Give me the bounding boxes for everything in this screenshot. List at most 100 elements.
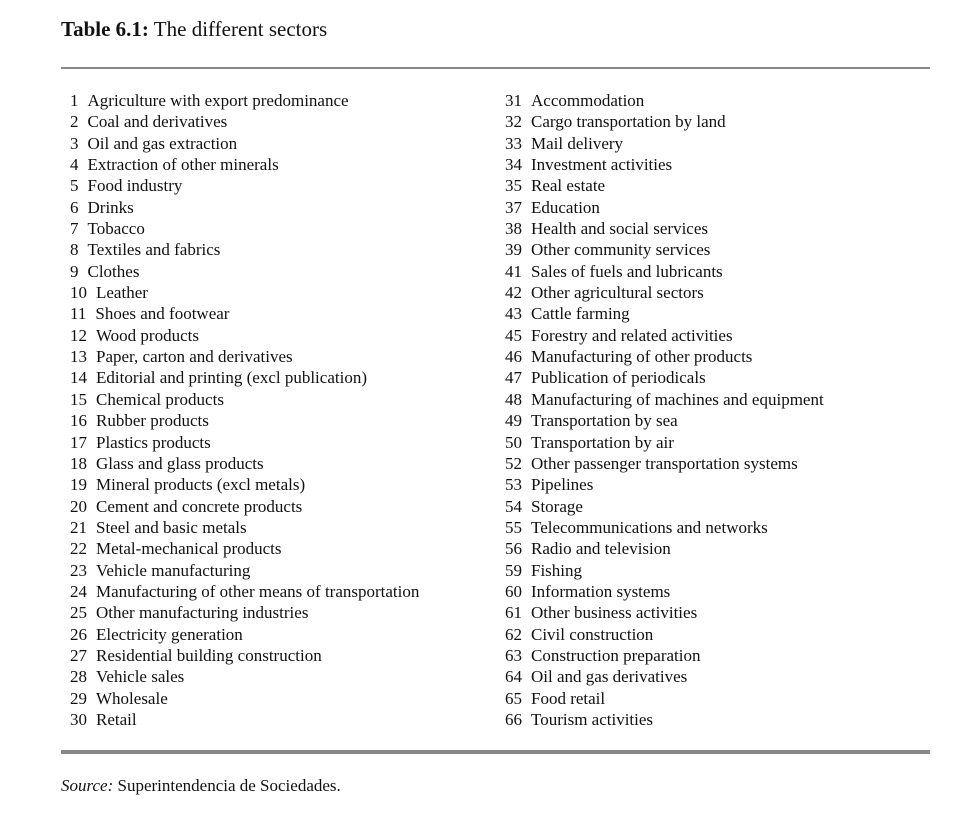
sector-number: 9 [70, 261, 79, 281]
sector-name: Vehicle manufacturing [96, 560, 251, 580]
sector-number: 43 [505, 304, 522, 324]
sector-number: 38 [505, 219, 522, 239]
sector-row: 31 Accommodation [505, 90, 824, 111]
sector-row: 6 Drinks [70, 197, 419, 218]
sector-name: Shoes and footwear [95, 304, 230, 324]
sector-name: Electricity generation [96, 624, 243, 644]
sector-row: 3 Oil and gas extraction [70, 133, 419, 154]
sector-name: Forestry and related activities [531, 325, 733, 345]
sector-name: Oil and gas derivatives [531, 667, 688, 687]
table-caption: Table 6.1: The different sectors [61, 17, 327, 42]
sector-row: 4 Extraction of other minerals [70, 154, 419, 175]
sector-number: 35 [505, 176, 522, 196]
sector-name: Residential building construction [96, 645, 322, 665]
sector-number: 48 [505, 389, 522, 409]
sector-name: Fishing [531, 560, 583, 580]
sector-name: Transportation by sea [531, 411, 678, 431]
sector-number: 8 [70, 240, 79, 260]
sector-name: Radio and television [531, 539, 671, 559]
sector-row: 63 Construction preparation [505, 645, 824, 666]
sector-row: 14 Editorial and printing (excl publicati… [70, 367, 419, 388]
sector-row: 65 Food retail [505, 688, 824, 709]
sector-number: 32 [505, 112, 522, 132]
sector-name: Editorial and printing (excl publication… [96, 368, 367, 388]
sector-name: Steel and basic metals [96, 517, 247, 537]
sector-name: Drinks [87, 197, 134, 217]
sector-number: 21 [70, 517, 87, 537]
sector-number: 64 [505, 667, 522, 687]
sector-row: 5 Food industry [70, 175, 419, 196]
sector-row: 56 Radio and television [505, 538, 824, 559]
sector-name: Other manufacturing industries [96, 603, 309, 623]
sector-row: 43 Cattle farming [505, 303, 824, 324]
sector-row: 64 Oil and gas derivatives [505, 666, 824, 687]
sector-number: 1 [70, 91, 79, 110]
sector-name: Plastics products [96, 432, 211, 452]
sector-name: Education [531, 197, 600, 217]
sector-row: 55 Telecommunications and networks [505, 517, 824, 538]
sector-number: 45 [505, 325, 522, 345]
sector-number: 26 [70, 624, 87, 644]
sector-row: 62 Civil construction [505, 624, 824, 645]
sector-name: Wholesale [96, 688, 168, 708]
sector-row: 24 Manufacturing of other means of transp… [70, 581, 419, 602]
sector-number: 23 [70, 560, 87, 580]
sector-number: 31 [505, 91, 522, 110]
sector-row: 18 Glass and glass products [70, 453, 419, 474]
sector-name: Rubber products [96, 411, 209, 431]
sector-number: 25 [70, 603, 87, 623]
sector-row: 8 Textiles and fabrics [70, 239, 419, 260]
sector-row: 42 Other agricultural sectors [505, 282, 824, 303]
sector-number: 50 [505, 432, 522, 452]
sector-row: 54 Storage [505, 496, 824, 517]
sector-row: 52 Other passenger transportation systems [505, 453, 824, 474]
sector-number: 11 [70, 304, 87, 324]
sector-row: 2 Coal and derivatives [70, 111, 419, 132]
sector-name: Oil and gas extraction [87, 133, 238, 153]
sector-row: 27 Residential building construction [70, 645, 419, 666]
sector-number: 16 [70, 411, 87, 431]
sector-number: 59 [505, 560, 522, 580]
sector-row: 7 Tobacco [70, 218, 419, 239]
sector-number: 33 [505, 133, 522, 153]
sector-name: Other agricultural sectors [531, 283, 704, 303]
sector-row: 12 Wood products [70, 325, 419, 346]
sector-name: Wood products [96, 325, 199, 345]
sector-number: 62 [505, 624, 522, 644]
sector-name: Health and social services [531, 219, 709, 239]
sector-number: 28 [70, 667, 87, 687]
sector-number: 17 [70, 432, 87, 452]
sector-row: 22 Metal-mechanical products [70, 538, 419, 559]
sector-name: Accommodation [531, 91, 645, 110]
table-label: Table 6.1: [61, 17, 149, 41]
sector-number: 19 [70, 475, 87, 495]
sector-row: 53 Pipelines [505, 474, 824, 495]
sector-row: 60 Information systems [505, 581, 824, 602]
sector-name: Other passenger transportation systems [531, 453, 798, 473]
sector-number: 49 [505, 411, 522, 431]
sector-row: 23 Vehicle manufacturing [70, 560, 419, 581]
sector-row: 1 Agriculture with export predominance [70, 90, 419, 111]
sector-name: Manufacturing of machines and equipment [531, 389, 824, 409]
sector-name: Retail [96, 709, 137, 729]
sector-row: 15 Chemical products [70, 389, 419, 410]
sector-row: 30 Retail [70, 709, 419, 730]
sector-number: 53 [505, 475, 522, 495]
sector-number: 6 [70, 197, 79, 217]
sector-name: Textiles and fabrics [87, 240, 221, 260]
sector-number: 34 [505, 155, 522, 175]
sector-name: Tourism activities [531, 709, 654, 729]
sector-name: Storage [531, 496, 583, 516]
sector-name: Other community services [531, 240, 711, 260]
sector-name: Food industry [87, 176, 183, 196]
sector-name: Cattle farming [531, 304, 630, 324]
sector-name: Sales of fuels and lubricants [531, 261, 723, 281]
sector-number: 2 [70, 112, 79, 132]
sector-row: 61 Other business activities [505, 602, 824, 623]
sector-row: 28 Vehicle sales [70, 666, 419, 687]
sector-row: 50 Transportation by air [505, 432, 824, 453]
source-note: Source: Superintendencia de Sociedades. [61, 776, 341, 796]
sector-row: 16 Rubber products [70, 410, 419, 431]
sector-number: 61 [505, 603, 522, 623]
sector-name: Real estate [531, 176, 606, 196]
